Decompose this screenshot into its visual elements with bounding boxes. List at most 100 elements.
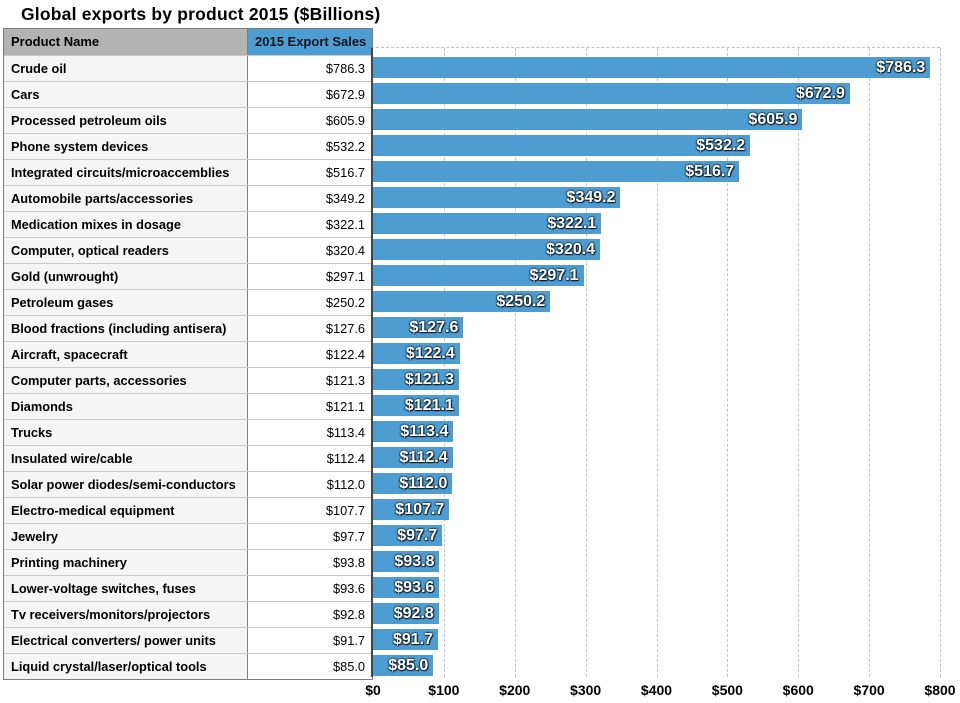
bar: $121.1 xyxy=(373,394,459,416)
table-row: Crude oil $786.3 xyxy=(4,55,372,81)
table-row: Cars $672.9 xyxy=(4,81,372,107)
table-row: Phone system devices $532.2 xyxy=(4,133,372,159)
bar-value-label: $516.7 xyxy=(685,162,735,180)
export-value-cell: $532.2 xyxy=(248,134,372,159)
export-value-cell: $349.2 xyxy=(248,186,372,211)
gridline xyxy=(869,48,871,677)
bar-value-label: $122.4 xyxy=(405,344,455,362)
export-value-cell: $250.2 xyxy=(248,290,372,315)
export-value-cell: $107.7 xyxy=(248,498,372,523)
bar-value-label: $91.7 xyxy=(392,630,433,648)
table-row: Processed petroleum oils $605.9 xyxy=(4,107,372,133)
export-value-cell: $786.3 xyxy=(248,56,372,81)
bar-value-label: $97.7 xyxy=(397,526,438,544)
bar: $605.9 xyxy=(373,108,803,130)
export-value-cell: $113.4 xyxy=(248,420,372,445)
bar-value-label: $786.3 xyxy=(876,58,926,76)
x-axis-tick-label: $200 xyxy=(499,682,531,698)
x-axis: $0 $100 $200 $300 $400 $500 $600 $700 $800 xyxy=(365,682,955,702)
bar-value-label: $322.1 xyxy=(547,214,597,232)
export-value-cell: $93.6 xyxy=(248,576,372,601)
bar: $672.9 xyxy=(373,82,850,104)
bar-value-label: $349.2 xyxy=(566,188,616,206)
product-name-cell: Aircraft, spacecraft xyxy=(4,342,248,367)
export-value-cell: $91.7 xyxy=(248,628,372,653)
table-row: Blood fractions (including antisera) $127… xyxy=(4,315,372,341)
table-row: Petroleum gases $250.2 xyxy=(4,289,372,315)
bar-chart-plot: $786.3 $672.9 $605.9 $532.2 $516.7 $349.2 $322… xyxy=(371,47,941,677)
product-name-cell: Printing machinery xyxy=(4,550,248,575)
bar-value-label: $297.1 xyxy=(529,266,579,284)
gridline xyxy=(940,48,941,677)
product-name-cell: Petroleum gases xyxy=(4,290,248,315)
bar: $127.6 xyxy=(373,316,464,338)
bar-value-label: $127.6 xyxy=(409,318,459,336)
bar: $121.3 xyxy=(373,368,459,390)
product-name-cell: Computer, optical readers xyxy=(4,238,248,263)
product-name-cell: Jewelry xyxy=(4,524,248,549)
bar-value-label: $112.0 xyxy=(399,474,448,492)
table-row: Jewelry $97.7 xyxy=(4,523,372,549)
table-row: Electrical converters/ power units $91.7 xyxy=(4,627,372,653)
export-value-cell: $516.7 xyxy=(248,160,372,185)
table-body: Crude oil $786.3 Cars $672.9 Processed petro… xyxy=(4,55,372,679)
x-axis-tick-label: $500 xyxy=(711,682,743,698)
product-name-cell: Phone system devices xyxy=(4,134,248,159)
bar: $113.4 xyxy=(373,420,454,442)
bar-value-label: $672.9 xyxy=(795,84,845,102)
export-value-cell: $320.4 xyxy=(248,238,372,263)
export-value-cell: $297.1 xyxy=(248,264,372,289)
export-value-cell: $121.3 xyxy=(248,368,372,393)
table-row: Diamonds $121.1 xyxy=(4,393,372,419)
table-row: Integrated circuits/microaccemblies $516.… xyxy=(4,159,372,185)
table-row: Trucks $113.4 xyxy=(4,419,372,445)
gridline xyxy=(727,48,729,677)
table-row: Electro-medical equipment $107.7 xyxy=(4,497,372,523)
bar-value-label: $532.2 xyxy=(696,136,746,154)
table-row: Computer, optical readers $320.4 xyxy=(4,237,372,263)
bar-value-label: $250.2 xyxy=(496,292,546,310)
gridline xyxy=(585,48,587,677)
product-name-cell: Electro-medical equipment xyxy=(4,498,248,523)
table-row: Lower-voltage switches, fuses $93.6 xyxy=(4,575,372,601)
export-value-cell: $122.4 xyxy=(248,342,372,367)
bar-value-label: $107.7 xyxy=(395,500,445,518)
table-header-row: Product Name 2015 Export Sales xyxy=(4,29,372,55)
table-row: Automobile parts/accessories $349.2 xyxy=(4,185,372,211)
product-name-column-header: Product Name xyxy=(4,29,248,55)
table-row: Insulated wire/cable $112.4 xyxy=(4,445,372,471)
bar-value-label: $93.6 xyxy=(394,578,435,596)
gridline xyxy=(656,48,658,677)
product-table: Product Name 2015 Export Sales Crude oil… xyxy=(3,28,373,680)
table-row: Solar power diodes/semi-conductors $112.0 xyxy=(4,471,372,497)
product-name-cell: Liquid crystal/laser/optical tools xyxy=(4,654,248,679)
table-row: Printing machinery $93.8 xyxy=(4,549,372,575)
product-name-cell: Blood fractions (including antisera) xyxy=(4,316,248,341)
export-value-cell: $92.8 xyxy=(248,602,372,627)
bar: $97.7 xyxy=(373,524,443,546)
bar: $297.1 xyxy=(373,264,584,286)
bar-value-label: $112.4 xyxy=(399,448,448,466)
bar: $91.7 xyxy=(373,628,438,650)
product-name-cell: Crude oil xyxy=(4,56,248,81)
export-value-cell: $605.9 xyxy=(248,108,372,133)
bar: $112.4 xyxy=(373,446,453,468)
table-row: Liquid crystal/laser/optical tools $85.0 xyxy=(4,653,372,679)
export-value-cell: $97.7 xyxy=(248,524,372,549)
export-value-cell: $112.0 xyxy=(248,472,372,497)
x-axis-tick-label: $400 xyxy=(640,682,673,698)
product-name-cell: Computer parts, accessories xyxy=(4,368,248,393)
x-axis-tick-label: $100 xyxy=(428,682,460,698)
bar: $122.4 xyxy=(373,342,460,364)
product-name-cell: Cars xyxy=(4,82,248,107)
product-name-cell: Solar power diodes/semi-conductors xyxy=(4,472,248,497)
x-axis-tick-label: $800 xyxy=(924,682,956,698)
product-name-cell: Trucks xyxy=(4,420,248,445)
bar-value-label: $85.0 xyxy=(388,656,429,674)
table-row: Tv receivers/monitors/projectors $92.8 xyxy=(4,601,372,627)
bar: $516.7 xyxy=(373,160,740,182)
bar-value-label: $113.4 xyxy=(400,422,449,440)
export-value-cell: $672.9 xyxy=(248,82,372,107)
bar-value-label: $121.1 xyxy=(404,396,454,414)
bar: $532.2 xyxy=(373,134,751,156)
